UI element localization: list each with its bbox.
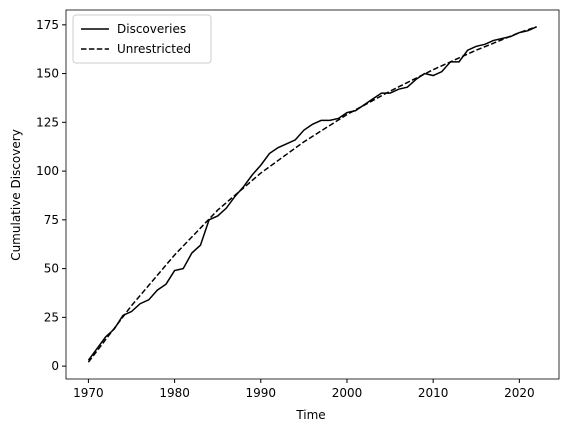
x-tick-label: 1980	[159, 386, 190, 400]
y-tick-label: 25	[44, 310, 59, 324]
legend-label: Discoveries	[117, 22, 186, 36]
y-tick-label: 100	[36, 164, 59, 178]
legend-label: Unrestricted	[117, 42, 191, 56]
y-tick-label: 50	[44, 262, 59, 276]
legend: Discoveries Unrestricted	[72, 14, 212, 64]
x-axis-label: Time	[295, 408, 325, 422]
x-tick-label: 1990	[246, 386, 277, 400]
legend-box	[72, 14, 212, 64]
x-tick-label: 1970	[73, 386, 104, 400]
x-tick-label: 2010	[418, 386, 449, 400]
plot-frame	[65, 9, 560, 380]
y-tick-label: 75	[44, 213, 59, 227]
x-tick-label: 2020	[504, 386, 535, 400]
y-tick-label: 175	[36, 18, 59, 32]
series-line	[87, 26, 537, 361]
y-tick-label: 125	[36, 115, 59, 129]
y-axis-label: Cumulative Discovery	[9, 129, 23, 261]
y-tick-label: 150	[36, 67, 59, 81]
series-line	[87, 26, 537, 363]
y-tick-label: 0	[51, 359, 59, 373]
x-tick-label: 2000	[332, 386, 363, 400]
